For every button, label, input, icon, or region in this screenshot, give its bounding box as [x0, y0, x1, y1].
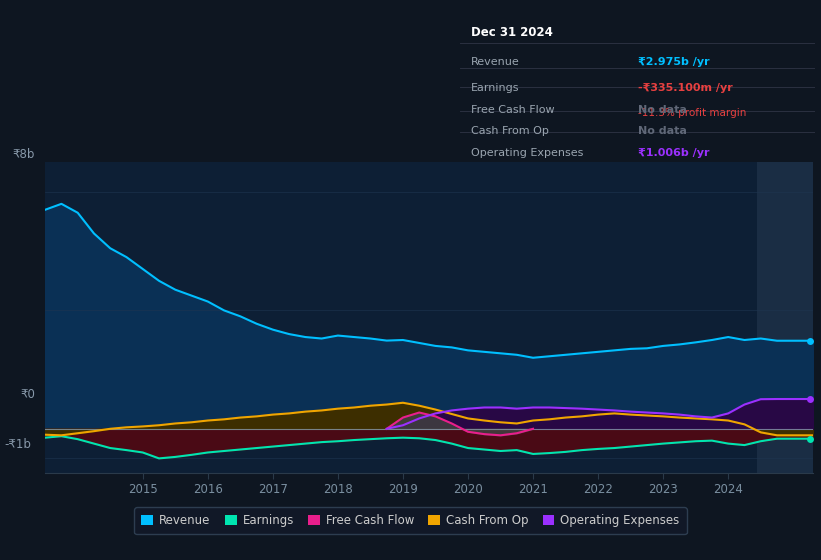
Legend: Revenue, Earnings, Free Cash Flow, Cash From Op, Operating Expenses: Revenue, Earnings, Free Cash Flow, Cash …	[135, 507, 686, 534]
Text: -₹335.100m /yr: -₹335.100m /yr	[637, 83, 732, 94]
Text: -11.3% profit margin: -11.3% profit margin	[637, 108, 745, 118]
Text: Free Cash Flow: Free Cash Flow	[470, 105, 554, 115]
Text: ₹1.006b /yr: ₹1.006b /yr	[637, 148, 709, 158]
Text: Revenue: Revenue	[470, 58, 520, 67]
Text: ₹2.975b /yr: ₹2.975b /yr	[637, 58, 709, 67]
Text: ₹8b: ₹8b	[12, 148, 34, 161]
Text: No data: No data	[637, 105, 686, 115]
Text: Cash From Op: Cash From Op	[470, 127, 548, 136]
Text: No data: No data	[637, 127, 686, 136]
Text: Dec 31 2024: Dec 31 2024	[470, 26, 553, 39]
Text: -₹1b: -₹1b	[4, 437, 31, 451]
Bar	[758, 162, 813, 473]
Text: Earnings: Earnings	[470, 83, 519, 94]
Text: Operating Expenses: Operating Expenses	[470, 148, 583, 158]
Text: ₹0: ₹0	[21, 388, 35, 402]
